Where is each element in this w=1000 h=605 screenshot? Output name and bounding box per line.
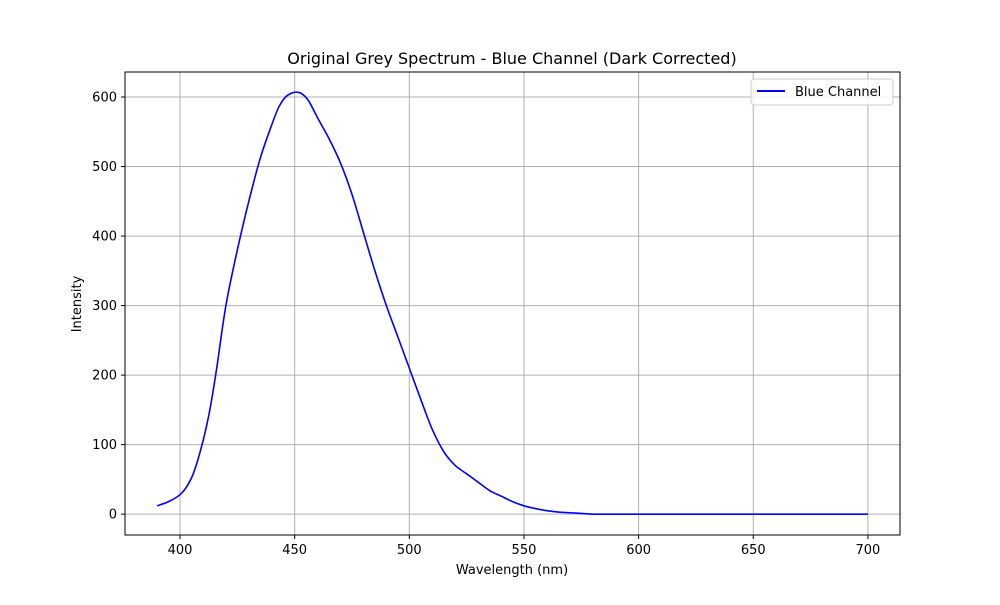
legend: Blue Channel <box>750 78 894 106</box>
legend-label-blue-channel: Blue Channel <box>795 85 881 100</box>
x-tick-label-400: 400 <box>168 543 193 558</box>
y-tick-label-600: 600 <box>92 91 117 106</box>
y-tick-label-300: 300 <box>92 299 117 314</box>
x-tick-label-600: 600 <box>626 543 651 558</box>
y-tick-label-200: 200 <box>92 369 117 384</box>
y-tick-label-100: 100 <box>92 438 117 453</box>
x-tick-label-650: 650 <box>741 543 766 558</box>
x-tick-label-700: 700 <box>855 543 880 558</box>
legend-box <box>750 78 894 106</box>
y-axis-label: Intensity <box>70 275 85 332</box>
x-tick-label-450: 450 <box>282 543 307 558</box>
series-layer <box>156 91 868 515</box>
axis-ticks: 400 450 500 550 600 650 700 0 100 200 300 400 500 600 <box>92 91 880 558</box>
grid-lines <box>125 72 900 535</box>
x-tick-label-550: 550 <box>512 543 537 558</box>
x-axis-label: Wavelength (nm) <box>456 563 568 578</box>
series-line-0 <box>156 91 868 515</box>
y-tick-label-500: 500 <box>92 160 117 175</box>
x-tick-label-500: 500 <box>397 543 422 558</box>
y-tick-label-0: 0 <box>109 508 117 523</box>
chart-title: Original Grey Spectrum - Blue Channel (D… <box>287 49 736 68</box>
plot-area-frame <box>124 71 901 536</box>
y-tick-label-400: 400 <box>92 230 117 245</box>
